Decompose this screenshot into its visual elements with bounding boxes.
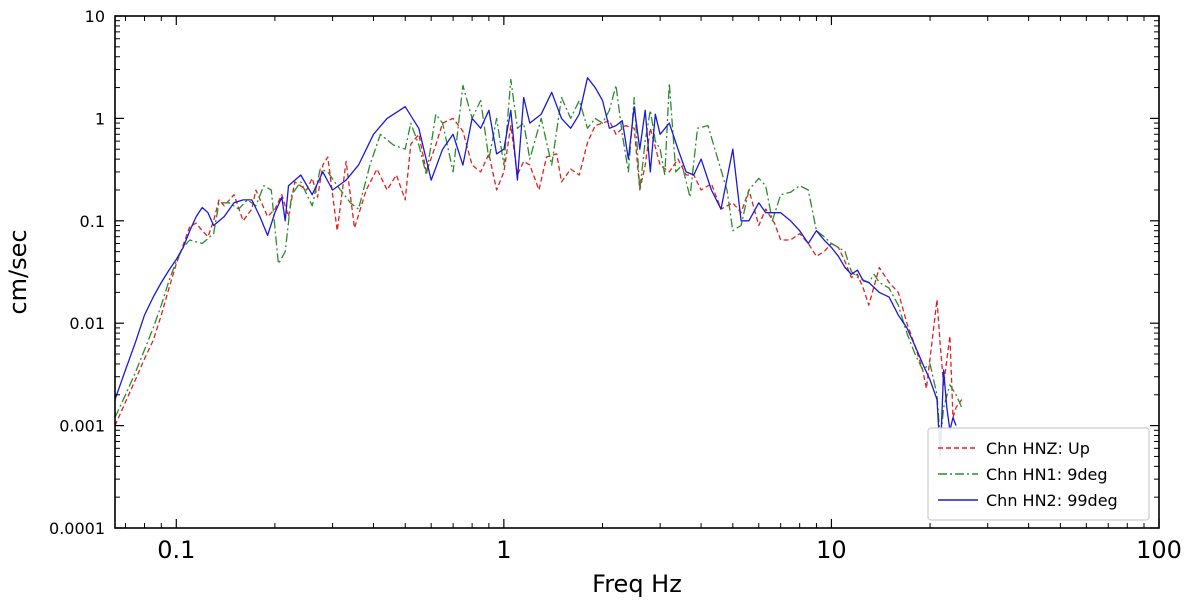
legend: Chn HNZ: Up Chn HN1: 9deg Chn HN2: 99deg [927, 427, 1150, 521]
x-axis-label: Freq Hz [592, 570, 682, 598]
series-line-3 [115, 77, 957, 458]
x-tick-label: 10 [816, 536, 847, 564]
y-tick-label: 0.01 [69, 314, 105, 333]
legend-label-1: Chn HNZ: Up [986, 439, 1090, 458]
x-tick-label: 0.1 [157, 536, 195, 564]
y-tick-label: 0.001 [59, 417, 105, 436]
legend-label-2: Chn HN1: 9deg [986, 465, 1108, 484]
y-tick-label: 0.0001 [49, 519, 105, 538]
x-tick-label: 1 [496, 536, 511, 564]
series-line-1 [115, 117, 963, 426]
x-tick-label: 100 [1136, 536, 1182, 564]
y-tick-label: 1 [95, 109, 105, 128]
y-axis-label: cm/sec [4, 229, 32, 314]
legend-box [927, 427, 1150, 521]
series-line-2 [115, 78, 963, 443]
y-tick-label: 10 [85, 7, 105, 26]
legend-label-3: Chn HN2: 99deg [986, 491, 1118, 510]
plot-frame [114, 15, 1160, 529]
series-layer [115, 77, 963, 458]
y-tick-label: 0.1 [80, 212, 105, 231]
tick-layer: 0.1 1 10 100 0.0001 0.001 0.01 0.1 1 10 [49, 7, 1182, 564]
